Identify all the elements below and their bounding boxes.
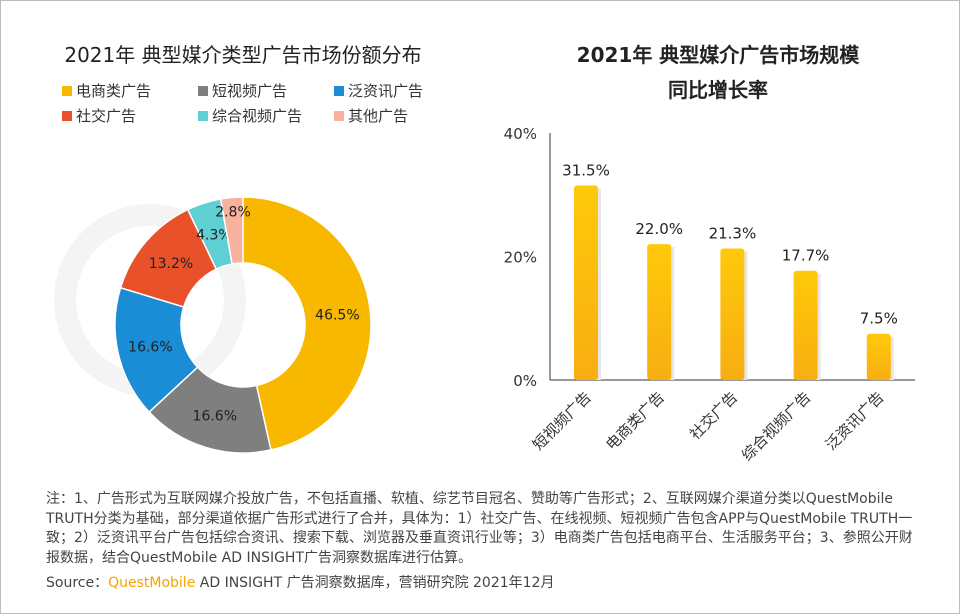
- legend-swatch: [198, 86, 208, 96]
- footer: 注：1、广告形式为互联网媒介投放广告，不包括直播、软植、综艺节目冠名、赞助等广告…: [46, 490, 926, 593]
- slice-label: 46.5%: [315, 308, 359, 324]
- legend-label: 综合视频广告: [212, 107, 302, 125]
- footnote: 注：1、广告形式为互联网媒介投放广告，不包括直播、软植、综艺节目冠名、赞助等广告…: [46, 491, 913, 566]
- bar-value-label: 21.3%: [709, 224, 757, 242]
- legend-swatch: [198, 111, 208, 121]
- x-tick-label: 电商类广告: [602, 388, 668, 454]
- y-tick-label: 40%: [504, 125, 537, 143]
- source-rest: AD INSIGHT 广告洞察数据库，营销研究院 2021年12月: [195, 575, 555, 591]
- legend-label: 短视频广告: [212, 82, 287, 100]
- bar-value-label: 17.7%: [782, 247, 830, 265]
- y-tick-label: 20%: [504, 249, 537, 267]
- pie-slice: [114, 286, 199, 414]
- x-tick-label: 社交广告: [686, 388, 741, 443]
- pie-slice: [219, 196, 244, 265]
- source-brand: QuestMobile: [108, 575, 196, 591]
- bar: [720, 248, 745, 380]
- legend-label: 社交广告: [76, 107, 136, 125]
- legend-label: 泛资讯广告: [348, 82, 423, 100]
- bar: [574, 185, 598, 380]
- legend-swatch: [62, 86, 72, 96]
- x-tick-label: 短视频广告: [529, 388, 595, 454]
- slice-label: 13.2%: [149, 256, 193, 272]
- source-label: Source：: [46, 575, 109, 591]
- pie-slice: [148, 366, 272, 454]
- bar-value-label: 31.5%: [562, 161, 610, 179]
- slice-label: 2.8%: [215, 204, 251, 220]
- bar-chart: 0% 20% 40% 31.5% 短视频广告 22.0% 电商类广告 21.3% 社交广告 17.…: [504, 125, 915, 464]
- bar: [866, 333, 891, 380]
- pie-title: 2021年 典型媒介类型广告市场份额分布: [64, 43, 421, 67]
- y-tick-label: 0%: [513, 372, 537, 390]
- bar-title-line1: 2021年 典型媒介广告市场规模: [577, 43, 861, 67]
- legend-swatch: [334, 86, 344, 96]
- slice-label: 4.3%: [196, 228, 232, 244]
- x-tick-label: 综合视频广告: [738, 388, 814, 464]
- bar-value-label: 22.0%: [635, 220, 683, 238]
- x-tick-label: 泛资讯广告: [822, 388, 888, 454]
- donut-chart: 46.5% 16.6% 16.6% 13.2%4.3% 2.8%: [114, 196, 372, 454]
- pie-slice: [242, 196, 372, 451]
- bar: [793, 270, 818, 380]
- legend-swatch: [334, 111, 344, 121]
- bar-title-line2: 同比增长率: [668, 78, 768, 102]
- slice-label: 16.6%: [128, 339, 172, 355]
- bar-value-label: 7.5%: [860, 310, 898, 328]
- source-line: Source：QuestMobile AD INSIGHT 广告洞察数据库，营销…: [46, 574, 926, 593]
- legend-label: 电商类广告: [76, 82, 151, 100]
- slice-label: 16.6%: [193, 409, 237, 425]
- bar: [647, 244, 672, 380]
- legend-label: 其他广告: [348, 107, 408, 125]
- legend-swatch: [62, 111, 72, 121]
